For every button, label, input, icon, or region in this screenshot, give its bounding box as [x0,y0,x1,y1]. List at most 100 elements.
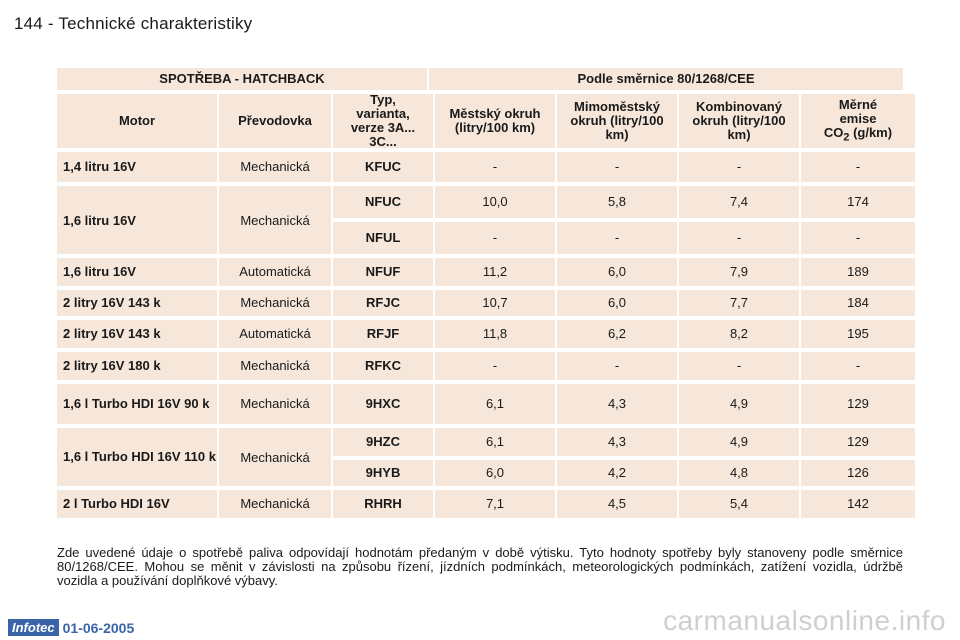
cell-extra-urban: 4,3 [557,428,677,456]
cell-city: 11,8 [435,320,555,348]
table-row: 2 litry 16V 143 k Mechanická RFJC 10,7 6… [57,290,915,316]
cell-extra-urban: 5,8 [557,186,677,218]
table-row-group: 1,6 l Turbo HDI 16V 110 k Mechanická 9HZ… [57,428,915,486]
col-header-combined: Kombinovaný okruh (litry/100 km) [679,94,799,148]
cell-type: RFJF [333,320,433,348]
page-number: 144 [14,14,43,33]
table-row: 1,4 litru 16V Mechanická KFUC - - - - [57,152,915,182]
cell-combined: 4,9 [679,428,799,456]
cell-co2: 129 [801,384,915,424]
cell-co2: 184 [801,290,915,316]
cell-gearbox: Mechanická [219,384,331,424]
table-group-header-left: SPOTŘEBA - HATCHBACK [57,68,427,90]
cell-extra-urban: 6,0 [557,290,677,316]
section-title: Technické charakteristiky [58,14,253,33]
print-date: 01-06-2005 [62,619,135,636]
page-header: 144 - Technické charakteristiky [14,14,252,34]
cell-gearbox: Mechanická [219,152,331,182]
col-header-type: Typ, varianta, verze 3A... 3C... [333,93,433,149]
col-header-co2-label: Měrné emise [838,96,878,126]
cell-type: RHRH [333,490,433,518]
cell-combined: - [679,152,799,182]
table-row: 1,6 l Turbo HDI 16V 90 k Mechanická 9HXC… [57,384,915,424]
cell-extra-urban: 4,2 [557,460,677,486]
cell-type: RFJC [333,290,433,316]
cell-combined: - [679,352,799,380]
cell-motor: 1,6 litru 16V [57,258,217,286]
page-separator: - [47,14,54,33]
col-header-co2: Měrné emise CO2 (g/km) [801,94,915,148]
col-header-gearbox: Převodovka [219,94,331,148]
col-header-motor: Motor [57,94,217,148]
cell-motor: 2 l Turbo HDI 16V [57,490,217,518]
table-row: 2 l Turbo HDI 16V Mechanická RHRH 7,1 4,… [57,490,915,518]
cell-city: - [435,152,555,182]
cell-combined: 4,9 [679,384,799,424]
cell-co2: 174 [801,186,915,218]
watermark: carmanualsonline.info [663,605,946,636]
table-row-group: 1,6 litru 16V Mechanická NFUC 10,0 5,8 7… [57,186,915,254]
cell-co2: 195 [801,320,915,348]
cell-gearbox: Automatická [219,258,331,286]
cell-co2: 129 [801,428,915,456]
cell-gearbox: Mechanická [219,428,331,486]
cell-motor: 2 litry 16V 180 k [57,352,217,380]
col-header-city: Městský okruh (litry/100 km) [435,94,555,148]
cell-type: 9HYB [333,460,433,486]
cell-motor: 2 litry 16V 143 k [57,290,217,316]
cell-motor: 1,6 l Turbo HDI 16V 90 k [57,384,217,424]
cell-co2: 126 [801,460,915,486]
cell-city: 6,0 [435,460,555,486]
cell-combined: 5,4 [679,490,799,518]
cell-city: 6,1 [435,428,555,456]
table-row: 9HZC 6,1 4,3 4,9 129 [333,428,915,456]
cell-city: - [435,352,555,380]
col-header-co2-unit: CO2 (g/km) [823,124,893,144]
cell-city: - [435,222,555,254]
cell-extra-urban: - [557,352,677,380]
cell-motor: 1,6 litru 16V [57,186,217,254]
cell-extra-urban: - [557,222,677,254]
col-header-extra-urban: Mimoměstský okruh (litry/100 km) [557,94,677,148]
cell-gearbox: Mechanická [219,290,331,316]
table-row: 2 litry 16V 180 k Mechanická RFKC - - - … [57,352,915,380]
cell-type: 9HZC [333,428,433,456]
cell-gearbox: Automatická [219,320,331,348]
footer: Infotec 01-06-2005 [8,619,134,636]
cell-extra-urban: 4,5 [557,490,677,518]
table-row: NFUL - - - - [333,222,915,254]
table-row: 2 litry 16V 143 k Automatická RFJF 11,8 … [57,320,915,348]
consumption-table: SPOTŘEBA - HATCHBACK Podle směrnice 80/1… [57,68,915,522]
cell-combined: 4,8 [679,460,799,486]
cell-motor: 1,4 litru 16V [57,152,217,182]
cell-co2: 189 [801,258,915,286]
cell-gearbox: Mechanická [219,186,331,254]
cell-extra-urban: - [557,152,677,182]
cell-type: NFUF [333,258,433,286]
cell-city: 6,1 [435,384,555,424]
cell-gearbox: Mechanická [219,490,331,518]
cell-combined: 7,7 [679,290,799,316]
cell-extra-urban: 6,0 [557,258,677,286]
cell-motor: 1,6 l Turbo HDI 16V 110 k [57,428,217,486]
cell-type: KFUC [333,152,433,182]
cell-motor: 2 litry 16V 143 k [57,320,217,348]
cell-combined: 8,2 [679,320,799,348]
cell-type: 9HXC [333,384,433,424]
table-group-header-right: Podle směrnice 80/1268/CEE [429,68,903,90]
cell-co2: - [801,352,915,380]
cell-extra-urban: 4,3 [557,384,677,424]
cell-type: RFKC [333,352,433,380]
cell-type: NFUC [333,186,433,218]
cell-city: 7,1 [435,490,555,518]
cell-co2: - [801,152,915,182]
cell-co2: - [801,222,915,254]
cell-type: NFUL [333,222,433,254]
cell-city: 10,0 [435,186,555,218]
table-row: 9HYB 6,0 4,2 4,8 126 [333,460,915,486]
cell-combined: 7,4 [679,186,799,218]
table-row: 1,6 litru 16V Automatická NFUF 11,2 6,0 … [57,258,915,286]
cell-combined: - [679,222,799,254]
column-header-row: Motor Převodovka Typ, varianta, verze 3A… [57,93,915,149]
table-row: NFUC 10,0 5,8 7,4 174 [333,186,915,218]
